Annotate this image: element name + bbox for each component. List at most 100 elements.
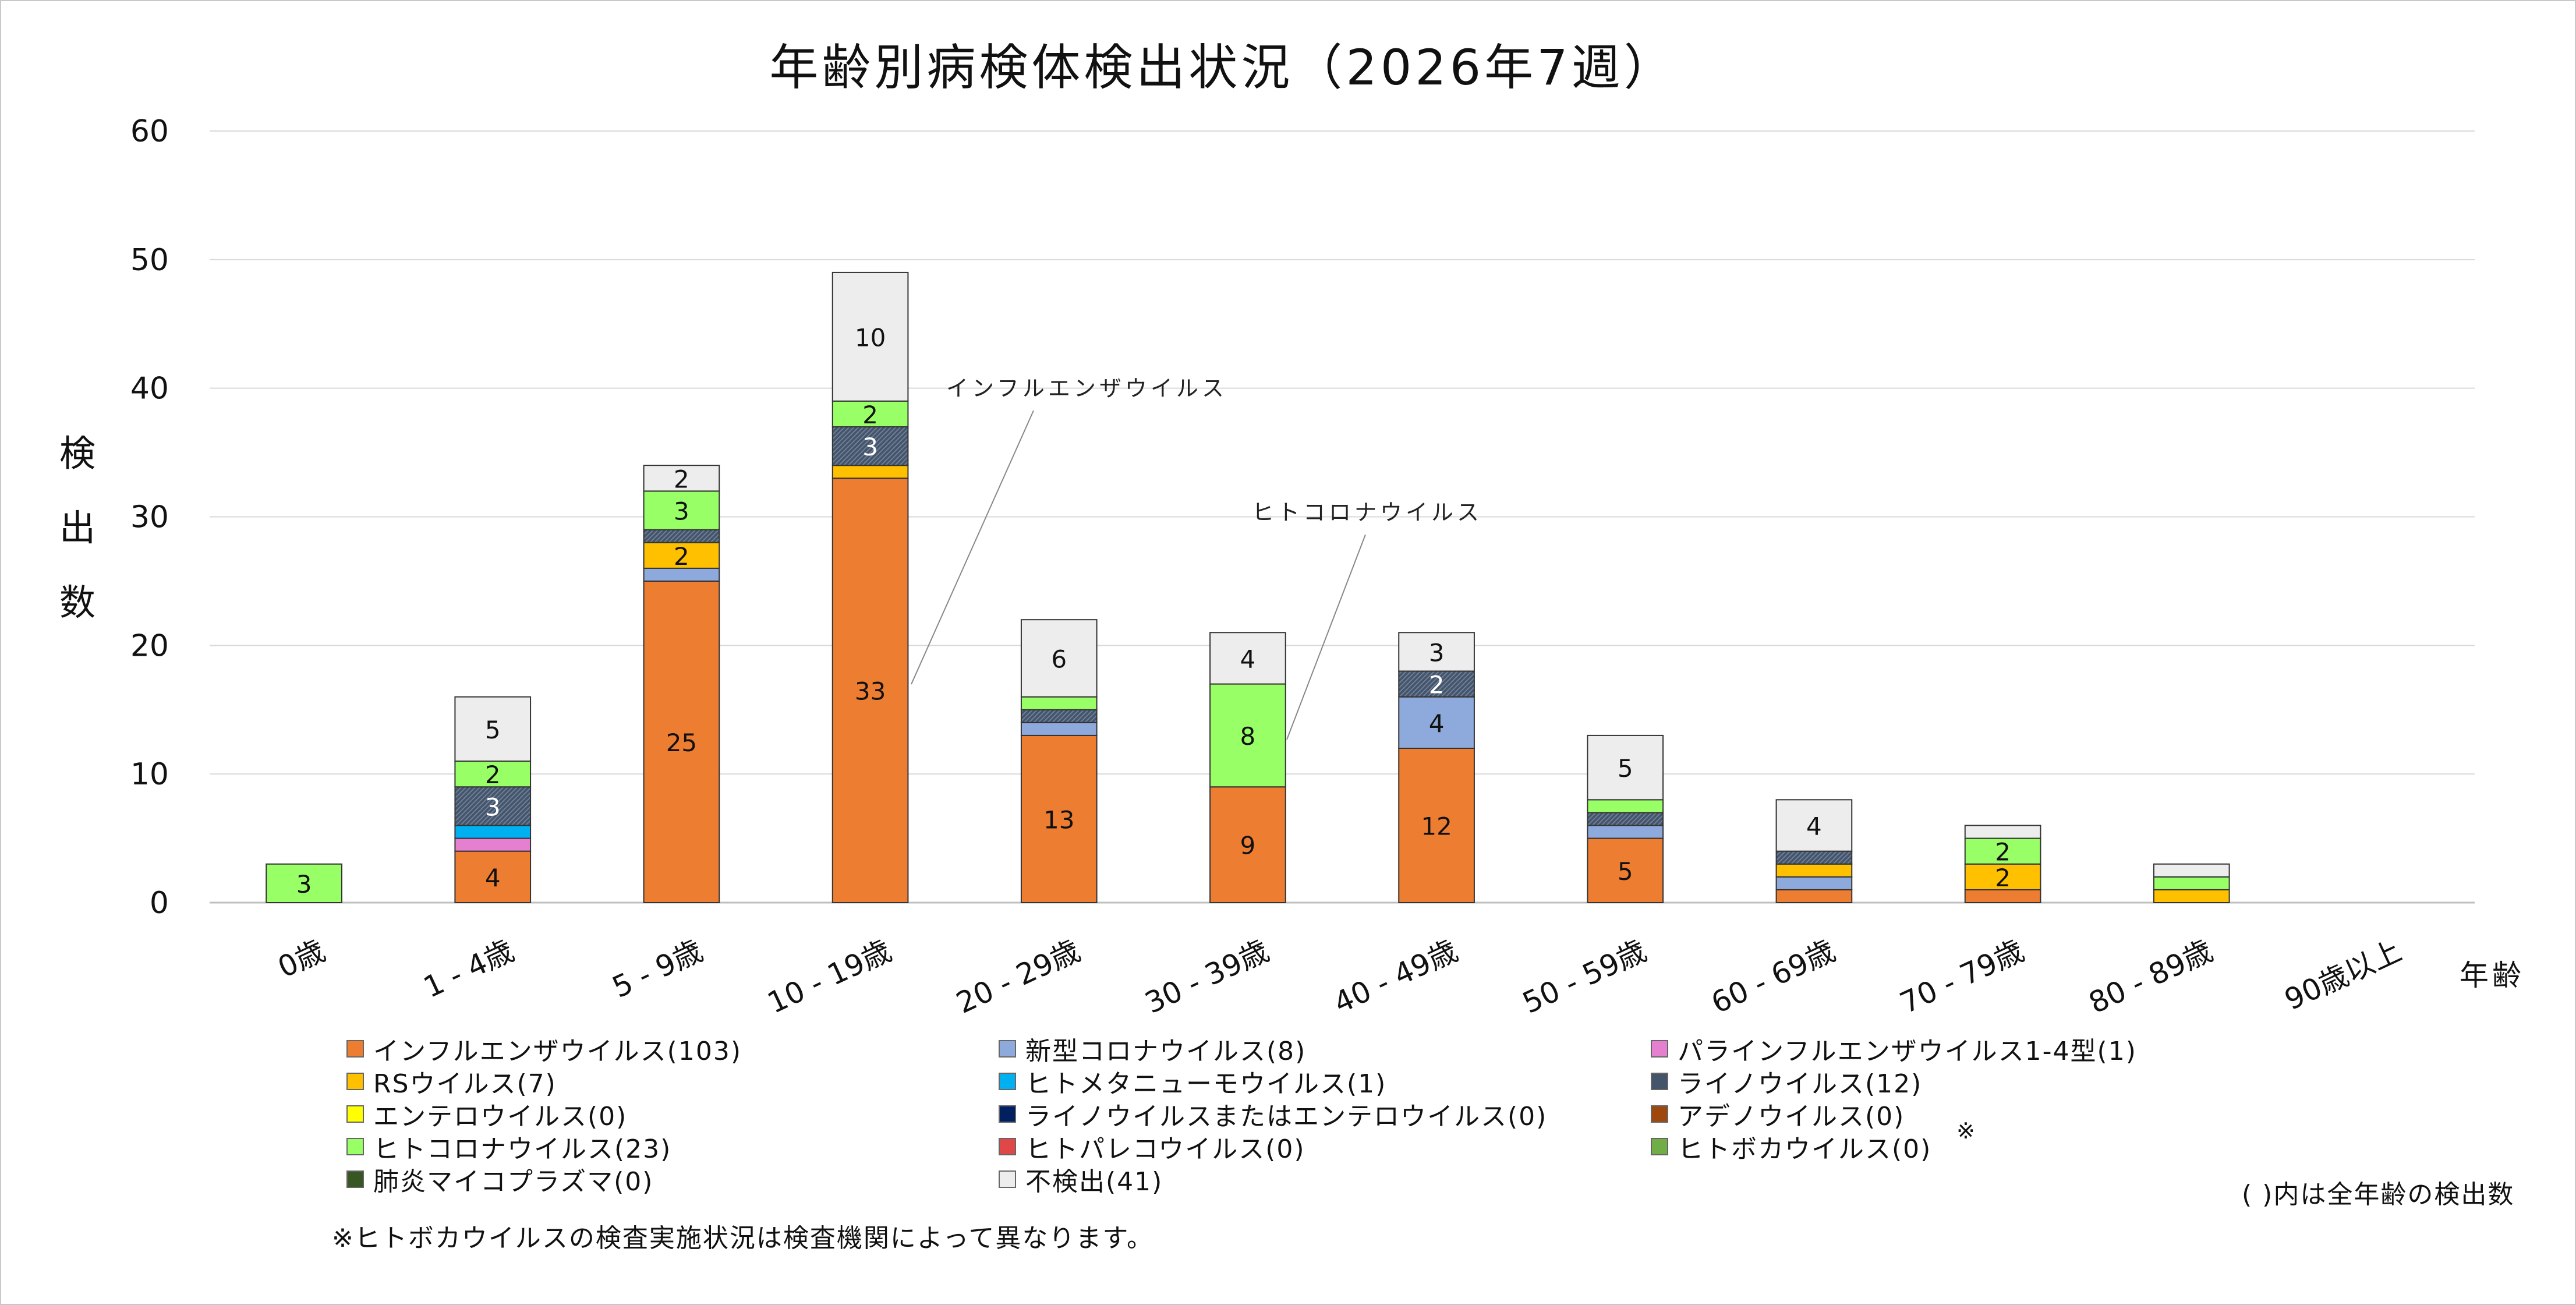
bar-segment bbox=[1964, 863, 2041, 890]
bar-data-label: 4 bbox=[1429, 709, 1445, 738]
legend-label: パラインフルエンザウイルス1-4型(1) bbox=[1678, 1037, 2137, 1066]
bar-segment bbox=[1775, 799, 1853, 852]
bar-data-label: 2 bbox=[1995, 838, 2011, 867]
legend-item: インフルエンザウイルス(103) bbox=[346, 1032, 742, 1066]
legend-label: 肺炎マイコプラズマ(0) bbox=[373, 1167, 654, 1197]
bar-segment bbox=[1587, 799, 1664, 814]
bar-data-label: 4 bbox=[1240, 645, 1256, 673]
bar-data-label: 2 bbox=[674, 542, 689, 571]
legend-swatch bbox=[1651, 1138, 1668, 1155]
bar-segment bbox=[454, 837, 532, 852]
bar-segment bbox=[266, 863, 342, 903]
y-tick-label: 40 bbox=[130, 372, 169, 406]
y-axis-label-char: 出 bbox=[59, 507, 95, 549]
legend-label: ヒトパレコウイルス(0) bbox=[1025, 1134, 1305, 1164]
x-tick-label: 0歳 bbox=[273, 933, 330, 984]
bar-segment bbox=[1587, 734, 1664, 801]
bar-segment bbox=[831, 465, 909, 479]
bar-segment bbox=[1398, 748, 1475, 903]
x-tick-label: 40 - 49歳 bbox=[1329, 933, 1463, 1020]
legend-item: ヒトコロナウイルス(23) bbox=[346, 1130, 672, 1164]
y-axis-label-char: 数 bbox=[59, 581, 95, 624]
bar-data-label: 5 bbox=[1618, 857, 1633, 886]
legend-item: ライノウイルスまたはエンテロウイルス(0) bbox=[999, 1098, 1548, 1131]
legend-swatch bbox=[999, 1040, 1016, 1058]
grid-lines bbox=[210, 130, 2475, 904]
y-tick-label: 10 bbox=[130, 757, 169, 792]
legend-swatch bbox=[999, 1170, 1016, 1188]
legend-label: ヒトコロナウイルス(23) bbox=[373, 1134, 672, 1164]
x-tick-label: 20 - 29歳 bbox=[951, 933, 1085, 1020]
bar-segment bbox=[1398, 670, 1475, 698]
x-tick-label: 10 - 19歳 bbox=[762, 933, 896, 1020]
bar-segment bbox=[1209, 632, 1286, 685]
legend-label: ヒトメタニューモウイルス(1) bbox=[1025, 1069, 1387, 1099]
bar-data-label: 4 bbox=[1806, 812, 1822, 841]
bar-segment bbox=[1209, 786, 1286, 903]
x-tick-label: 90歳以上 bbox=[2280, 933, 2407, 1017]
bar-segment bbox=[1398, 696, 1475, 749]
bar-segment bbox=[454, 696, 532, 762]
bar-data-label: 2 bbox=[862, 401, 878, 429]
y-tick-label: 30 bbox=[130, 500, 169, 535]
bar-segment bbox=[831, 426, 909, 466]
bar-segment bbox=[454, 761, 532, 788]
bar-segment bbox=[643, 580, 720, 903]
legend-label: RSウイルス(7) bbox=[373, 1069, 557, 1099]
legend-item: ヒトメタニューモウイルス(1) bbox=[999, 1065, 1387, 1099]
legend-label: 新型コロナウイルス(8) bbox=[1025, 1037, 1307, 1066]
legend-label: ヒトボカウイルス(0) bbox=[1678, 1134, 1932, 1164]
bar-data-label: 25 bbox=[666, 728, 697, 757]
bar-segment bbox=[1398, 632, 1475, 672]
bar-segment bbox=[643, 490, 720, 531]
legend-label: アデノウイルス(0) bbox=[1678, 1102, 1905, 1131]
bar-segment bbox=[2153, 863, 2230, 878]
bar-segment bbox=[1775, 876, 1853, 890]
bar-segment bbox=[454, 786, 532, 826]
legend-label: ライノウイルスまたはエンテロウイルス(0) bbox=[1025, 1102, 1548, 1131]
legend-swatch bbox=[346, 1040, 364, 1058]
bar-data-label: 4 bbox=[485, 864, 501, 892]
bar-segment bbox=[1020, 722, 1098, 736]
legend-swatch bbox=[346, 1138, 364, 1155]
bar-segment bbox=[831, 271, 909, 402]
legend-swatch bbox=[999, 1073, 1016, 1090]
bar-segment bbox=[1775, 850, 1853, 865]
annotation-leader bbox=[911, 410, 1034, 685]
annotation-label: インフルエンザウイルス bbox=[946, 376, 1227, 401]
legend-label: ライノウイルス(12) bbox=[1678, 1069, 1923, 1099]
legend-item: 新型コロナウイルス(8) bbox=[999, 1032, 1307, 1066]
x-axis-label: 年齢 bbox=[2460, 959, 2525, 992]
legend-swatch bbox=[999, 1105, 1016, 1123]
bar-data-label: 33 bbox=[855, 677, 886, 706]
bar-data-label: 3 bbox=[1429, 638, 1445, 667]
bar-data-label: 2 bbox=[1995, 864, 2011, 892]
bar-segment bbox=[1964, 825, 2041, 839]
y-tick-labels: 0 10 20 30 40 50 60 bbox=[130, 114, 169, 921]
stacked-bar-chart: 年齢別病検体検出状況（2026年7週） 0 10 20 30 40 50 60 検出数 3 4… bbox=[59, 39, 2525, 1020]
y-tick-label: 0 bbox=[150, 886, 169, 921]
bar-data-label: 3 bbox=[862, 433, 878, 461]
legend-label: エンテロウイルス(0) bbox=[373, 1102, 628, 1131]
legend-item: ヒトパレコウイルス(0) bbox=[999, 1130, 1305, 1164]
bar-data-label: 3 bbox=[485, 793, 501, 821]
x-tick-label: 70 - 79歳 bbox=[1895, 933, 2029, 1020]
bar-data-label: 9 bbox=[1240, 832, 1256, 860]
bar-data-label: 5 bbox=[1618, 754, 1633, 783]
legend-swatch bbox=[1651, 1040, 1668, 1058]
bar-data-label: 3 bbox=[674, 497, 689, 525]
legend-swatch bbox=[999, 1138, 1016, 1155]
bar-segment bbox=[2153, 876, 2230, 890]
legend-item: RSウイルス(7) bbox=[346, 1065, 557, 1099]
bar-data-label: 8 bbox=[1240, 722, 1256, 751]
bar-segment bbox=[831, 400, 909, 427]
legend-label: インフルエンザウイルス(103) bbox=[373, 1037, 742, 1066]
bar-segment bbox=[1964, 837, 2041, 865]
bar-segment bbox=[1020, 734, 1098, 903]
legend-item: 肺炎マイコプラズマ(0) bbox=[346, 1163, 654, 1197]
y-tick-label: 20 bbox=[130, 628, 169, 663]
x-tick-label: 5 - 9歳 bbox=[607, 933, 708, 1005]
legend-item: エンテロウイルス(0) bbox=[346, 1098, 628, 1131]
bar-segment bbox=[1587, 812, 1664, 826]
